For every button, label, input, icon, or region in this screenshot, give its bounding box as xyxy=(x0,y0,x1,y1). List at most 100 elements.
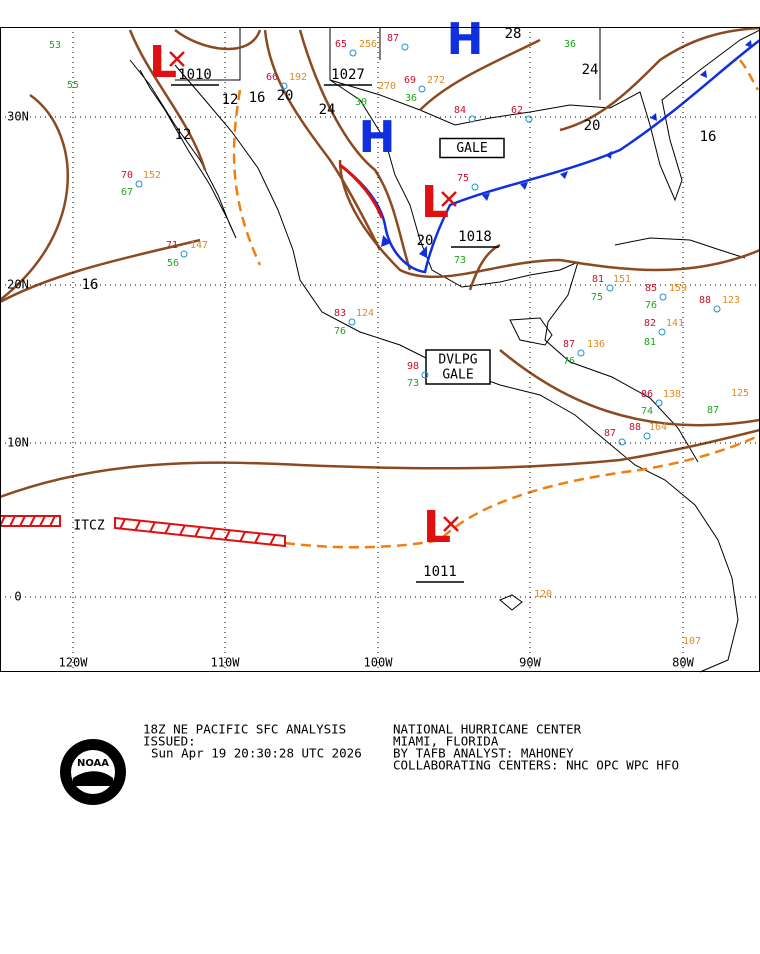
itcz-bands xyxy=(0,515,286,548)
isobar xyxy=(0,428,760,499)
gale-label: GALE xyxy=(442,368,473,383)
station-pressure: 272 xyxy=(427,75,445,86)
isobar xyxy=(338,159,760,279)
station-dewpoint: 75 xyxy=(591,292,603,303)
isobar xyxy=(174,29,262,51)
station-temp: 87 xyxy=(604,428,616,439)
isobar xyxy=(559,26,760,132)
lat-label: 30N xyxy=(7,110,29,124)
station-dewpoint: 30 xyxy=(355,97,367,108)
footer-issued: ISSUED: xyxy=(143,734,196,749)
station-circle xyxy=(471,183,479,191)
station-dewpoint: 73 xyxy=(454,255,466,266)
noaa-logo: NOAA xyxy=(60,739,126,805)
trough xyxy=(739,59,760,91)
station-dewpoint: 56 xyxy=(167,258,179,269)
high-center: H xyxy=(359,112,396,163)
lat-label: 0 xyxy=(14,590,21,604)
station-temp: 81 xyxy=(592,274,604,285)
low-x xyxy=(443,516,459,532)
gale-label: GALE xyxy=(456,141,487,156)
gulf-coast xyxy=(329,79,699,463)
isobar xyxy=(298,29,412,271)
station-dewpoint: 81 xyxy=(644,337,656,348)
station-temp: 69 xyxy=(404,75,416,86)
warm-front xyxy=(339,163,384,219)
cold-front xyxy=(339,39,760,274)
station-dewpoint: 55 xyxy=(67,80,79,91)
station-pressure: 136 xyxy=(587,339,605,350)
station-temp: 85 xyxy=(645,283,657,294)
station-dewpoint: 73 xyxy=(407,378,419,389)
station-pressure: 120 xyxy=(534,589,552,600)
footer-time: Sun Apr 19 20:30:28 UTC 2026 xyxy=(151,746,362,761)
gale-label: DVLPG xyxy=(438,353,477,368)
label-box xyxy=(425,349,491,385)
station-pressure: 152 xyxy=(143,170,161,181)
station-pressure: 192 xyxy=(289,72,307,83)
isobar xyxy=(128,29,207,171)
isobar-label: 24 xyxy=(582,62,599,78)
isobar-label: 1011 xyxy=(423,564,457,580)
station-dewpoint: 36 xyxy=(405,93,417,104)
station-temp: 88 xyxy=(699,295,711,306)
station-circle xyxy=(606,284,614,292)
itcz-band xyxy=(114,516,286,548)
lon-label: 110W xyxy=(211,656,241,670)
station-pressure: 107 xyxy=(683,636,701,647)
map-labels: 30N 20N 10N 0 120W 110W 100W 90W 80W 1010 12 16 20 24… xyxy=(7,14,749,670)
station-circle xyxy=(280,82,288,90)
isobar-label: 1027 xyxy=(331,67,365,83)
station-circle xyxy=(135,180,143,188)
station-pressure: 141 xyxy=(666,318,684,329)
low-x xyxy=(441,191,457,207)
isobar xyxy=(0,238,201,304)
baja xyxy=(129,59,237,239)
station-circle xyxy=(577,349,585,357)
us-coast xyxy=(329,29,760,202)
station-pressure: 256 xyxy=(359,39,377,50)
isobar-label: 16 xyxy=(249,90,266,106)
station-temp: 88 xyxy=(629,422,641,433)
trough xyxy=(284,433,760,549)
footer-analyst: BY TAFB ANALYST: MAHONEY xyxy=(393,746,574,761)
isobar-label: 24 xyxy=(319,102,336,118)
isobar xyxy=(419,38,541,111)
station-temp: 66 xyxy=(266,72,278,83)
station-pressure: 164 xyxy=(649,422,667,433)
station-dewpoint: 87 xyxy=(707,405,719,416)
footer-title: 18Z NE PACIFIC SFC ANALYSIS xyxy=(143,722,346,737)
station-dewpoint: 74 xyxy=(641,406,653,417)
lon-label: 80W xyxy=(672,656,694,670)
station-circle xyxy=(525,115,533,123)
footer-center: NATIONAL HURRICANE CENTER xyxy=(393,722,582,737)
station-temp: 82 xyxy=(644,318,656,329)
borders xyxy=(175,27,601,100)
station-pressure: 125 xyxy=(731,388,749,399)
footer-city: MIAMI, FLORIDA xyxy=(393,734,499,749)
station-circle xyxy=(349,49,357,57)
isobar-label: 20 xyxy=(417,233,434,249)
station-dewpoint: 76 xyxy=(334,326,346,337)
isobar-label: 20 xyxy=(584,118,601,134)
station-circle xyxy=(418,85,426,93)
lon-label: 90W xyxy=(519,656,541,670)
map: 30N 20N 10N 0 120W 110W 100W 90W 80W 1010 12 16 20 24… xyxy=(0,14,760,673)
footer-collab: COLLABORATING CENTERS: NHC OPC WPC HFO xyxy=(393,758,679,773)
isobar xyxy=(0,93,70,301)
station-circle xyxy=(180,250,188,258)
station-temp: 71 xyxy=(166,240,178,251)
station-circle xyxy=(655,399,663,407)
trough xyxy=(232,89,262,266)
high-center: H xyxy=(447,14,484,65)
isobar xyxy=(499,349,760,427)
station-pressure: 123 xyxy=(722,295,740,306)
station-circle xyxy=(658,328,666,336)
station-dewpoint: 76 xyxy=(563,356,575,367)
low-x xyxy=(169,51,185,67)
isobar-label: 12 xyxy=(175,127,192,143)
station-circle xyxy=(659,293,667,301)
station-temp: 83 xyxy=(334,308,346,319)
